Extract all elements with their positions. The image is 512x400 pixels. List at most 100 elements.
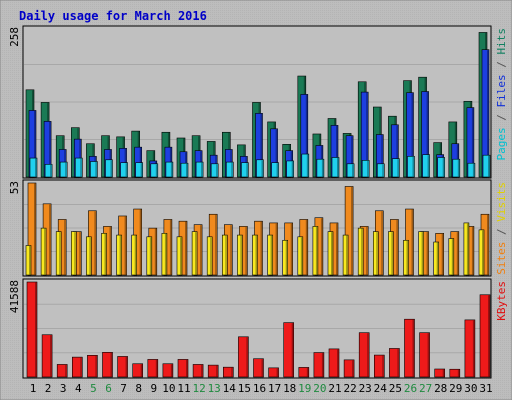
bar-shade xyxy=(472,163,475,177)
x-tick-label: 4 xyxy=(75,382,82,395)
bar-kbytes xyxy=(41,334,53,378)
bar-visits-day-24 xyxy=(372,231,379,276)
bar-shade xyxy=(139,209,142,275)
bar-kbytes-day-5 xyxy=(87,354,98,378)
chart-title: Daily usage for March 2016 xyxy=(19,9,207,23)
bar-shade xyxy=(436,242,439,275)
bar-shade xyxy=(124,216,127,275)
bar-pages xyxy=(437,157,446,178)
bar-pages-day-8 xyxy=(135,162,143,178)
bar-shade xyxy=(451,239,454,275)
bar-shade xyxy=(291,161,294,177)
x-tick-label: 21 xyxy=(328,382,341,395)
bar-shade xyxy=(110,352,112,377)
bar-shade xyxy=(441,233,444,275)
bar-pages xyxy=(346,163,355,178)
bar-pages-day-14 xyxy=(226,161,234,178)
x-tick-label: 29 xyxy=(449,382,462,395)
bar-shade xyxy=(421,232,424,275)
bar-visits-day-8 xyxy=(131,234,137,276)
bar-visits-day-6 xyxy=(101,233,107,276)
bar-kbytes-day-18 xyxy=(283,322,295,378)
bar-kbytes xyxy=(117,356,128,378)
x-tick-label: 17 xyxy=(268,382,281,395)
bar-shade xyxy=(276,163,279,177)
bar-shade xyxy=(216,164,218,177)
x-tick-label: 6 xyxy=(105,382,112,395)
bar-visits xyxy=(191,231,198,276)
bar-shade xyxy=(305,219,308,275)
bars xyxy=(25,32,491,378)
bar-kbytes-day-13 xyxy=(207,364,219,378)
bar-pages-day-27 xyxy=(422,154,430,178)
bar-shade xyxy=(35,158,37,177)
bar-shade xyxy=(260,221,262,275)
bar-shade xyxy=(44,228,46,275)
bar-pages xyxy=(195,161,204,178)
bar-shade xyxy=(95,355,97,377)
bar-shade xyxy=(285,240,288,275)
bar-shade xyxy=(382,164,384,177)
bar-visits xyxy=(146,236,153,276)
sites-max-label: 53 xyxy=(8,181,21,194)
bar-shade xyxy=(185,221,187,275)
bar-shade xyxy=(397,159,399,177)
bar-visits-day-15 xyxy=(237,234,243,276)
bar-sites-day-1 xyxy=(27,182,37,276)
bar-shade xyxy=(119,235,122,275)
x-tick-label: 12 xyxy=(192,382,205,395)
x-tick-label: 19 xyxy=(298,382,311,395)
bar-pages xyxy=(135,162,143,178)
bar-kbytes-day-6 xyxy=(102,352,113,378)
bar-kbytes-day-30 xyxy=(464,319,476,378)
bar-visits xyxy=(388,231,394,276)
bar-pages xyxy=(422,154,430,178)
bar-shade xyxy=(321,159,324,177)
bar-visits-day-27 xyxy=(418,231,424,276)
bar-pages xyxy=(165,161,174,178)
bar-shade xyxy=(140,163,143,177)
bar-shade xyxy=(411,209,413,275)
bar-pages-day-10 xyxy=(165,161,174,178)
bar-kbytes-day-2 xyxy=(41,334,53,378)
bar-shade xyxy=(230,225,232,275)
bar-shade xyxy=(337,349,339,377)
bar-visits-day-1 xyxy=(25,245,32,276)
bar-shade xyxy=(412,156,414,177)
bar-kbytes xyxy=(162,363,174,378)
bar-shade xyxy=(366,226,368,275)
bar-shade xyxy=(139,147,142,177)
x-tick-label: 23 xyxy=(359,382,372,395)
bar-visits-day-14 xyxy=(222,234,228,276)
bar-shade xyxy=(216,365,218,377)
bar-shade xyxy=(34,183,36,275)
bar-pages xyxy=(467,162,476,178)
bar-visits-day-3 xyxy=(55,231,62,276)
bar-visits-day-5 xyxy=(86,236,92,276)
bar-visits-day-18 xyxy=(282,239,289,276)
bar-pages-day-9 xyxy=(150,163,159,178)
bar-visits xyxy=(478,229,485,276)
legend-part: Pages xyxy=(495,127,508,160)
bar-kbytes xyxy=(207,364,219,378)
bar-shade xyxy=(487,50,489,177)
bar-kbytes-day-19 xyxy=(298,367,310,378)
bar-pages-day-28 xyxy=(437,157,446,178)
bar-shade xyxy=(49,204,51,275)
bar-shade xyxy=(50,335,52,377)
bar-shade xyxy=(306,154,309,177)
bar-shade xyxy=(351,136,353,177)
bar-pages xyxy=(59,161,68,178)
bar-visits xyxy=(312,226,319,276)
bar-shade xyxy=(169,219,172,275)
bar-kbytes-day-3 xyxy=(56,364,68,378)
bar-shade xyxy=(155,359,158,377)
bar-shade xyxy=(59,232,61,275)
bar-visits-day-20 xyxy=(312,226,319,276)
bar-visits-day-2 xyxy=(40,227,47,276)
bar-pages-day-13 xyxy=(210,163,219,178)
bar-shade xyxy=(64,219,66,275)
bar-kbytes xyxy=(283,322,295,378)
bar-shade xyxy=(65,162,67,177)
